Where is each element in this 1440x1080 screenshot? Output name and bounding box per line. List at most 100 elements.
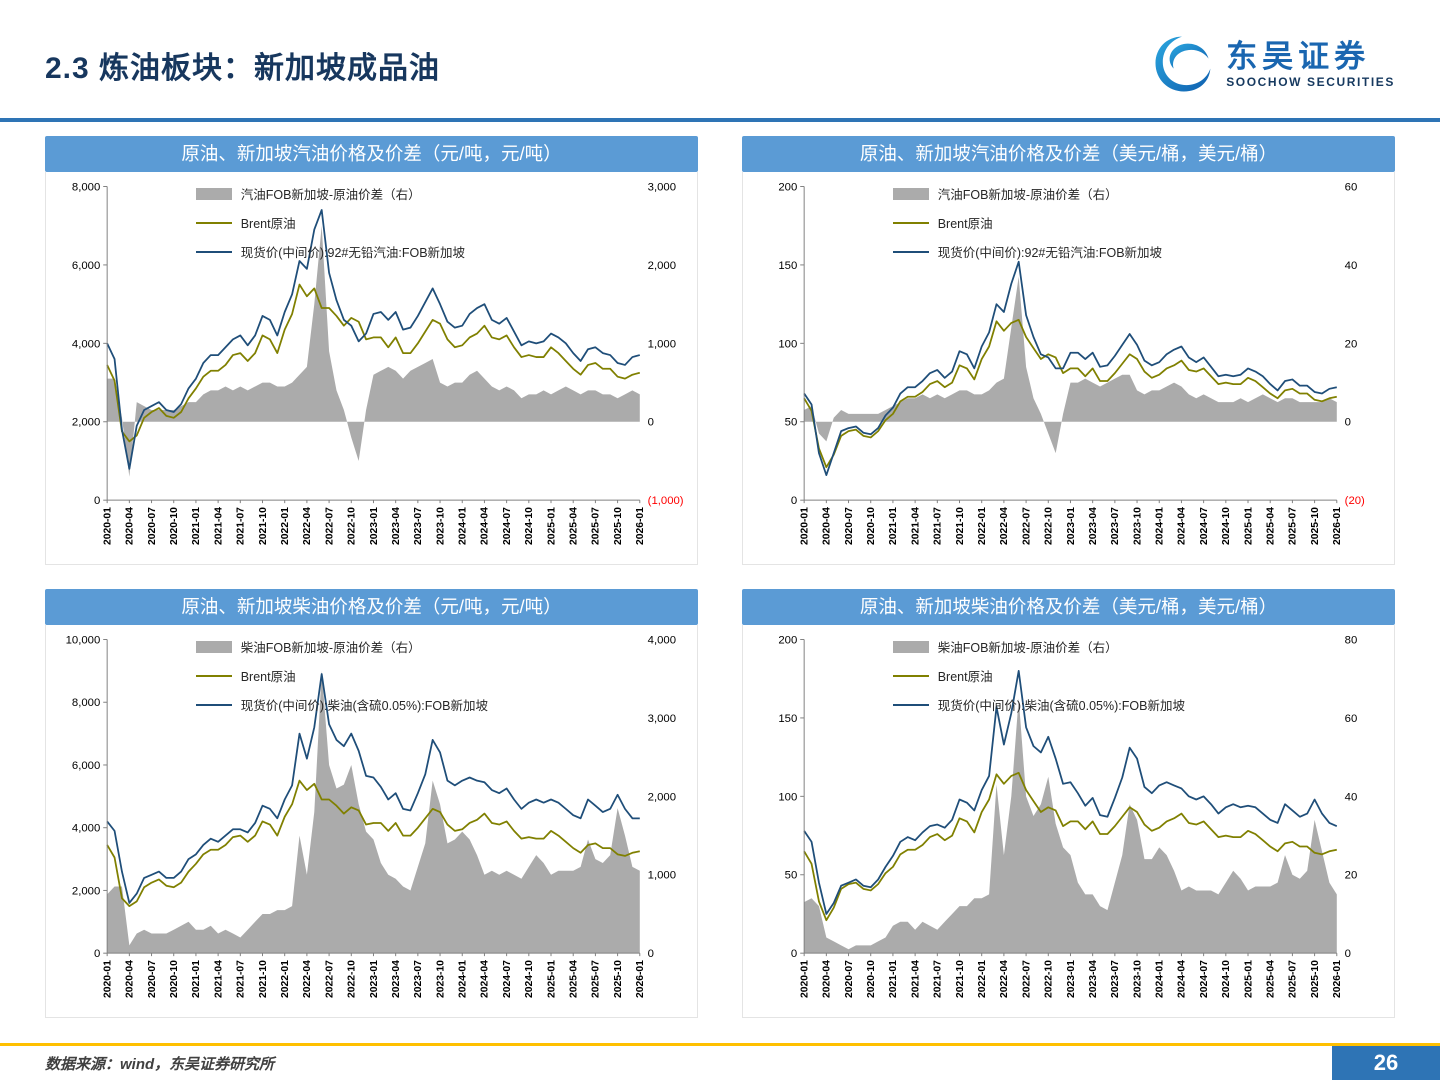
svg-text:60: 60 <box>1345 181 1358 193</box>
svg-text:2025-10: 2025-10 <box>613 960 624 998</box>
svg-text:2022-10: 2022-10 <box>347 960 358 998</box>
svg-text:2023-07: 2023-07 <box>1110 960 1121 998</box>
svg-text:2024-07: 2024-07 <box>1199 507 1210 545</box>
chart-legend: 柴油FOB新加坡-原油价差（右） Brent原油 现货价(中间价):柴油(含硫0… <box>195 637 488 714</box>
svg-text:2021-04: 2021-04 <box>213 960 224 998</box>
svg-text:2022-10: 2022-10 <box>1044 960 1055 998</box>
svg-text:2023-04: 2023-04 <box>1088 960 1099 998</box>
legend-swatch-area <box>195 640 232 653</box>
svg-text:2025-07: 2025-07 <box>1288 507 1299 545</box>
svg-text:2,000: 2,000 <box>72 417 100 429</box>
svg-text:0: 0 <box>1345 417 1351 429</box>
legend-swatch-line <box>195 221 232 224</box>
svg-text:2023-10: 2023-10 <box>1132 960 1143 998</box>
svg-text:2025-04: 2025-04 <box>569 507 580 545</box>
svg-text:(1,000): (1,000) <box>648 495 684 507</box>
legend-label: 现货价(中间价):92#无铅汽油:FOB新加坡 <box>937 246 1163 260</box>
svg-text:2021-10: 2021-10 <box>955 960 966 998</box>
svg-text:0: 0 <box>791 948 797 960</box>
legend-item-brent: Brent原油 <box>195 666 488 685</box>
svg-text:100: 100 <box>778 791 797 803</box>
svg-text:2023-01: 2023-01 <box>369 507 380 545</box>
svg-text:20: 20 <box>1345 870 1358 882</box>
diesel-price-spread-usd-chart: 0 50 100 150 200 0 20 40 60 80 2020-01 2020-04 2020-… <box>778 634 1358 998</box>
svg-text:2025-04: 2025-04 <box>569 960 580 998</box>
gasoline-price-spread-cny-chart: 0 2,000 4,000 6,000 8,000 (1,000) 0 1,000 2,000 3… <box>72 181 684 545</box>
svg-text:2023-01: 2023-01 <box>1066 960 1077 998</box>
svg-text:2020-10: 2020-10 <box>169 507 180 545</box>
svg-text:2023-04: 2023-04 <box>1088 507 1099 545</box>
svg-text:2025-01: 2025-01 <box>546 960 557 998</box>
svg-text:2024-10: 2024-10 <box>524 507 535 545</box>
svg-text:2022-04: 2022-04 <box>302 960 313 998</box>
svg-text:0: 0 <box>94 948 100 960</box>
svg-text:2020-10: 2020-10 <box>866 960 877 998</box>
legend-item-brent: Brent原油 <box>195 213 465 232</box>
soochow-logo-icon <box>1155 36 1211 92</box>
svg-text:2021-10: 2021-10 <box>258 960 269 998</box>
svg-text:1,000: 1,000 <box>648 870 676 882</box>
svg-text:2026-01: 2026-01 <box>1332 960 1343 998</box>
legend-swatch-line <box>892 674 929 677</box>
legend-swatch-area <box>892 640 929 653</box>
svg-text:150: 150 <box>778 713 797 725</box>
svg-text:2024-04: 2024-04 <box>1177 507 1188 545</box>
svg-text:4,000: 4,000 <box>72 823 100 835</box>
svg-text:2023-04: 2023-04 <box>391 507 402 545</box>
svg-text:2022-10: 2022-10 <box>347 507 358 545</box>
svg-text:2024-07: 2024-07 <box>502 507 513 545</box>
legend-item-brent: Brent原油 <box>892 666 1185 685</box>
svg-text:2022-04: 2022-04 <box>302 507 313 545</box>
chart-card-gasoline-cny: 原油、新加坡汽油价格及价差（元/吨，元/吨） 0 2,000 4,000 6,000 8… <box>45 136 698 565</box>
svg-text:200: 200 <box>778 181 797 193</box>
svg-text:2022-04: 2022-04 <box>999 960 1010 998</box>
header-divider <box>0 118 1440 122</box>
svg-text:80: 80 <box>1345 634 1358 646</box>
page-number: 26 <box>1373 1050 1399 1075</box>
svg-text:0: 0 <box>648 417 654 429</box>
svg-text:2023-07: 2023-07 <box>413 960 424 998</box>
svg-text:2021-04: 2021-04 <box>910 960 921 998</box>
svg-text:6,000: 6,000 <box>72 760 100 772</box>
legend-label: Brent原油 <box>937 217 993 231</box>
svg-text:4,000: 4,000 <box>648 634 676 646</box>
svg-text:2020-07: 2020-07 <box>844 507 855 545</box>
svg-text:2022-07: 2022-07 <box>1021 960 1032 998</box>
svg-text:3,000: 3,000 <box>648 713 676 725</box>
svg-text:2025-04: 2025-04 <box>1266 960 1277 998</box>
svg-text:2,000: 2,000 <box>72 885 100 897</box>
svg-text:2023-01: 2023-01 <box>1066 507 1077 545</box>
svg-text:2024-07: 2024-07 <box>502 960 513 998</box>
chart-title-bar: 原油、新加坡汽油价格及价差（元/吨，元/吨） <box>45 136 698 172</box>
svg-text:2020-04: 2020-04 <box>125 960 136 998</box>
legend-label: 现货价(中间价):柴油(含硫0.05%):FOB新加坡 <box>937 699 1185 713</box>
chart-legend: 汽油FOB新加坡-原油价差（右） Brent原油 现货价(中间价):92#无铅汽… <box>892 184 1163 261</box>
chart-plot-area: 0 2,000 4,000 6,000 8,000 (1,000) 0 1,000 2,000 3… <box>45 172 698 565</box>
legend-item-spread: 柴油FOB新加坡-原油价差（右） <box>892 637 1185 656</box>
svg-text:2022-01: 2022-01 <box>977 960 988 998</box>
legend-item-spread: 柴油FOB新加坡-原油价差（右） <box>195 637 488 656</box>
svg-text:2023-10: 2023-10 <box>435 507 446 545</box>
company-logo: 东吴证券 SOOCHOW SECURITIES <box>1150 33 1395 97</box>
svg-text:2022-07: 2022-07 <box>1021 507 1032 545</box>
svg-text:100: 100 <box>778 338 797 350</box>
legend-item-spread: 汽油FOB新加坡-原油价差（右） <box>195 184 465 203</box>
chart-title-bar: 原油、新加坡柴油价格及价差（美元/桶，美元/桶） <box>742 589 1395 625</box>
svg-text:2024-01: 2024-01 <box>458 507 469 545</box>
legend-swatch-area <box>195 187 232 200</box>
svg-text:2023-07: 2023-07 <box>413 507 424 545</box>
svg-text:2020-04: 2020-04 <box>125 507 136 545</box>
svg-text:0: 0 <box>1345 948 1351 960</box>
svg-text:2021-07: 2021-07 <box>933 507 944 545</box>
svg-text:2024-10: 2024-10 <box>1221 960 1232 998</box>
svg-text:40: 40 <box>1345 260 1358 272</box>
data-source-text: 数据来源：wind，东吴证券研究所 <box>45 1055 275 1073</box>
legend-label: Brent原油 <box>937 670 993 684</box>
chart-title-bar: 原油、新加坡柴油价格及价差（元/吨，元/吨） <box>45 589 698 625</box>
svg-text:2024-01: 2024-01 <box>1155 507 1166 545</box>
diesel-price-spread-cny-chart: 0 2,000 4,000 6,000 8,000 10,000 0 1,000 2,000 3,… <box>66 634 676 998</box>
svg-text:2025-01: 2025-01 <box>1243 507 1254 545</box>
svg-text:20: 20 <box>1345 338 1358 350</box>
svg-text:2021-04: 2021-04 <box>213 507 224 545</box>
legend-label: 现货价(中间价):柴油(含硫0.05%):FOB新加坡 <box>240 699 488 713</box>
